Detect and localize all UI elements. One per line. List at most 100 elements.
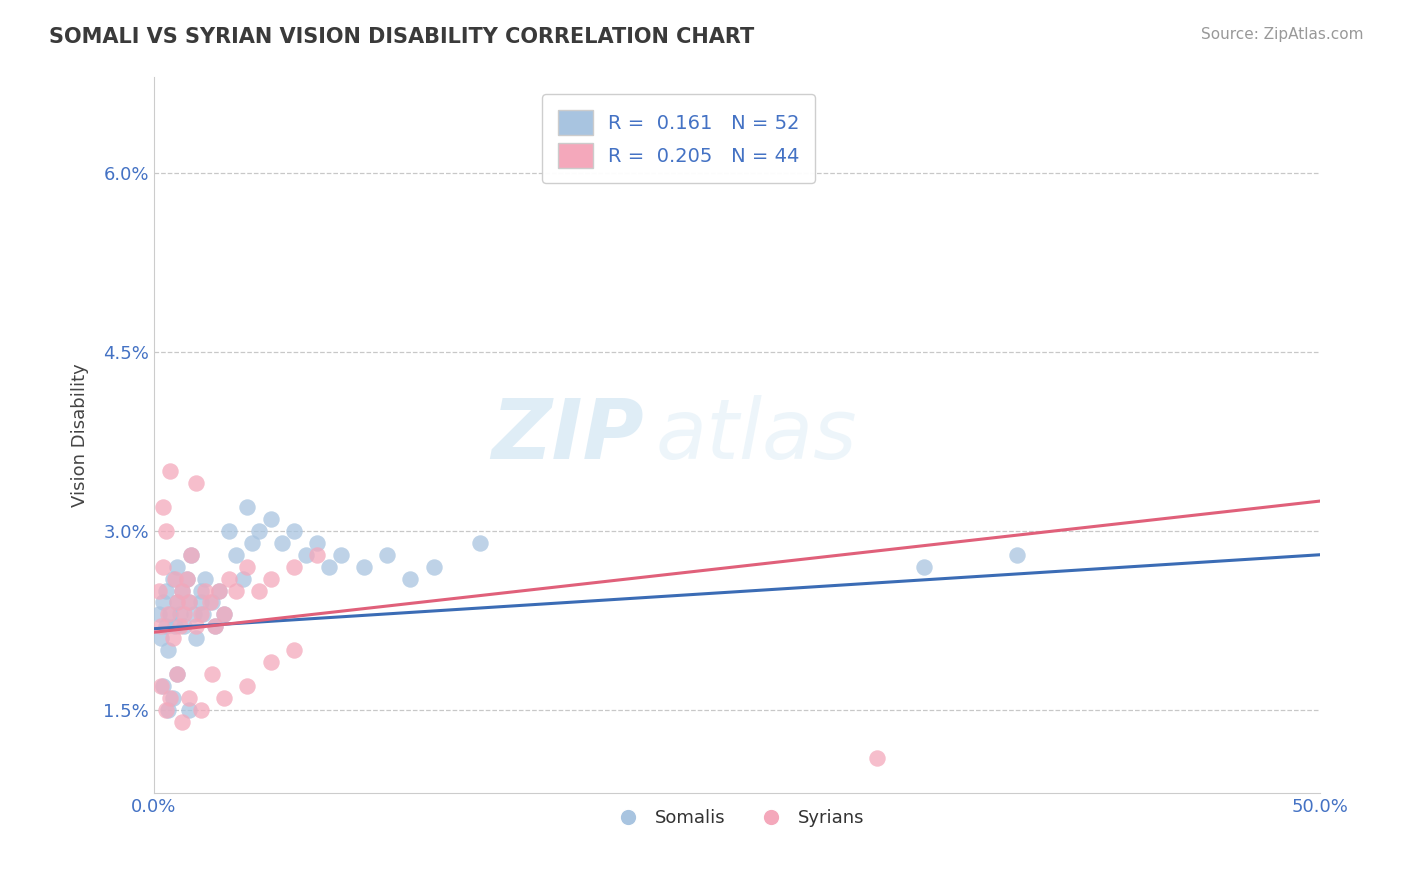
Point xyxy=(177,595,200,609)
Text: atlas: atlas xyxy=(655,395,858,476)
Point xyxy=(470,535,492,549)
Point xyxy=(190,703,212,717)
Point xyxy=(152,679,174,693)
Point xyxy=(212,607,235,622)
Y-axis label: Vision Disability: Vision Disability xyxy=(72,364,89,508)
Point xyxy=(218,572,240,586)
Point xyxy=(225,548,247,562)
Point xyxy=(259,572,281,586)
Point xyxy=(201,667,224,681)
Point xyxy=(155,524,177,538)
Point xyxy=(201,595,224,609)
Point xyxy=(204,619,226,633)
Point xyxy=(204,619,226,633)
Point xyxy=(259,655,281,669)
Point xyxy=(177,595,200,609)
Point xyxy=(176,572,198,586)
Point xyxy=(156,703,179,717)
Point xyxy=(307,535,329,549)
Point xyxy=(152,559,174,574)
Point xyxy=(180,548,202,562)
Point xyxy=(166,667,188,681)
Point xyxy=(294,548,316,562)
Point xyxy=(423,559,446,574)
Point xyxy=(162,572,184,586)
Point xyxy=(190,583,212,598)
Point xyxy=(163,572,186,586)
Point xyxy=(198,595,221,609)
Point xyxy=(218,524,240,538)
Point xyxy=(190,595,212,609)
Point xyxy=(159,607,181,622)
Point xyxy=(148,607,170,622)
Point xyxy=(166,559,188,574)
Point xyxy=(375,548,398,562)
Point xyxy=(155,703,177,717)
Point xyxy=(212,607,235,622)
Point xyxy=(194,572,217,586)
Point xyxy=(152,500,174,514)
Point xyxy=(149,632,172,646)
Text: Source: ZipAtlas.com: Source: ZipAtlas.com xyxy=(1201,27,1364,42)
Point xyxy=(162,632,184,646)
Text: SOMALI VS SYRIAN VISION DISABILITY CORRELATION CHART: SOMALI VS SYRIAN VISION DISABILITY CORRE… xyxy=(49,27,755,46)
Point xyxy=(156,643,179,657)
Point xyxy=(231,572,253,586)
Point xyxy=(236,500,259,514)
Point xyxy=(283,524,305,538)
Point xyxy=(190,607,212,622)
Point xyxy=(247,583,270,598)
Point xyxy=(177,690,200,705)
Point xyxy=(307,548,329,562)
Point xyxy=(166,595,188,609)
Point xyxy=(225,583,247,598)
Point xyxy=(169,607,191,622)
Legend: Somalis, Syrians: Somalis, Syrians xyxy=(603,802,872,834)
Text: ZIP: ZIP xyxy=(491,395,644,476)
Point xyxy=(155,619,177,633)
Point xyxy=(159,464,181,478)
Point xyxy=(166,667,188,681)
Point xyxy=(236,679,259,693)
Point xyxy=(1005,548,1028,562)
Point xyxy=(184,632,207,646)
Point xyxy=(259,512,281,526)
Point xyxy=(170,714,193,729)
Point xyxy=(169,619,191,633)
Point xyxy=(236,559,259,574)
Point xyxy=(173,607,195,622)
Point xyxy=(152,595,174,609)
Point xyxy=(159,690,181,705)
Point xyxy=(399,572,422,586)
Point xyxy=(283,559,305,574)
Point xyxy=(271,535,294,549)
Point xyxy=(208,583,231,598)
Point xyxy=(247,524,270,538)
Point xyxy=(163,619,186,633)
Point xyxy=(194,583,217,598)
Point xyxy=(173,619,195,633)
Point xyxy=(208,583,231,598)
Point xyxy=(170,583,193,598)
Point xyxy=(148,583,170,598)
Point xyxy=(177,703,200,717)
Point xyxy=(166,595,188,609)
Point xyxy=(212,690,235,705)
Point xyxy=(283,643,305,657)
Point xyxy=(155,583,177,598)
Point xyxy=(912,559,935,574)
Point xyxy=(240,535,263,549)
Point xyxy=(170,583,193,598)
Point xyxy=(353,559,375,574)
Point xyxy=(180,548,202,562)
Point xyxy=(866,750,889,764)
Point xyxy=(149,679,172,693)
Point xyxy=(156,607,179,622)
Point xyxy=(162,690,184,705)
Point xyxy=(184,476,207,491)
Point xyxy=(176,572,198,586)
Point xyxy=(184,619,207,633)
Point xyxy=(149,619,172,633)
Point xyxy=(191,607,214,622)
Point xyxy=(329,548,352,562)
